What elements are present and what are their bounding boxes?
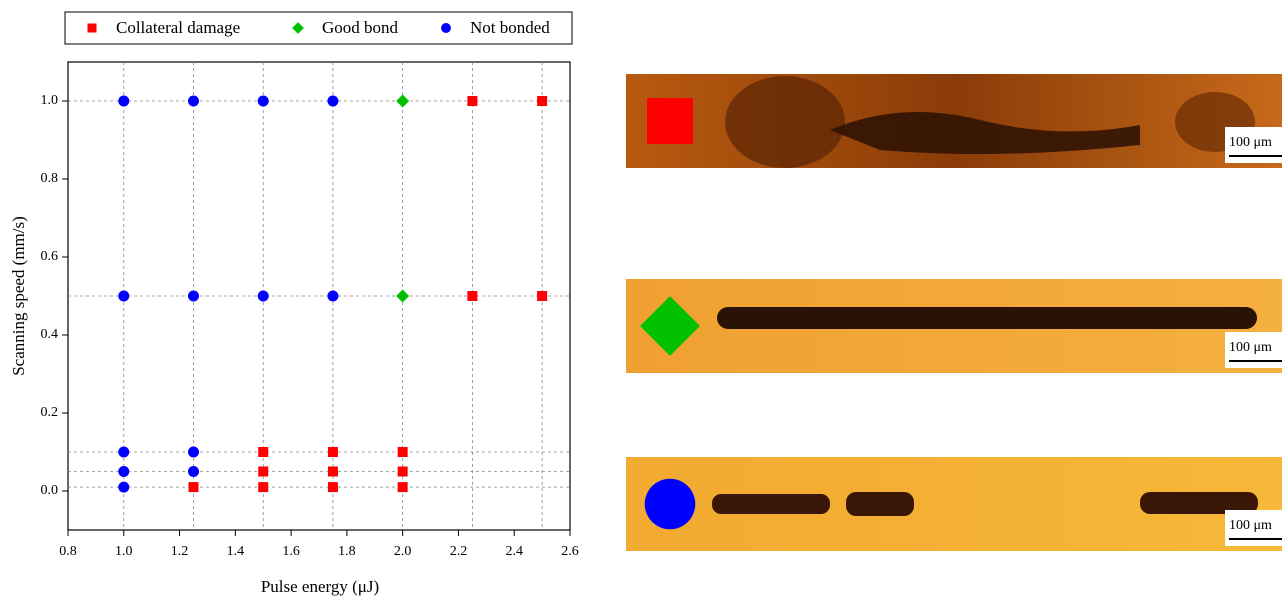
legend-label: Good bond	[322, 18, 399, 37]
scale-bar-label: 100 μm	[1229, 135, 1272, 150]
y-axis-title: Scanning speed (mm/s)	[9, 216, 28, 376]
y-tick-label: 0.4	[41, 327, 59, 342]
point	[188, 482, 199, 493]
point	[257, 95, 269, 107]
x-tick-label: 2.4	[505, 544, 523, 559]
micrograph-3	[626, 457, 1282, 551]
point	[327, 466, 338, 477]
panel-overlays: 100 μm 100 μm 100 μm	[640, 98, 1282, 546]
y-tick-label: 0.6	[41, 249, 59, 264]
scale-bar-label: 100 μm	[1229, 340, 1272, 355]
point	[258, 447, 269, 457]
point	[188, 466, 199, 477]
point	[118, 290, 130, 302]
point	[537, 291, 548, 301]
y-tick-label: 0.0	[41, 483, 59, 498]
point	[188, 290, 199, 302]
point	[118, 466, 130, 477]
point	[397, 466, 408, 477]
micrograph-1	[626, 74, 1282, 168]
scale-bar-label: 100 μm	[1229, 518, 1272, 533]
y-tick-label: 1.0	[41, 93, 59, 108]
point	[397, 447, 408, 457]
x-tick-label: 2.0	[394, 544, 412, 559]
x-tick-label: 0.8	[59, 544, 77, 559]
point	[327, 447, 338, 457]
point	[327, 482, 338, 493]
legend-marker	[292, 22, 304, 34]
legend-label: Not bonded	[470, 18, 550, 37]
point	[118, 446, 130, 458]
point	[397, 482, 408, 493]
x-tick-label: 1.4	[227, 544, 245, 559]
point	[467, 96, 478, 106]
point	[327, 95, 339, 107]
x-tick-label: 1.0	[115, 544, 133, 559]
point	[396, 289, 410, 303]
x-axis-title: Pulse energy (μJ)	[261, 577, 379, 596]
x-tick-label: 1.2	[171, 544, 189, 559]
point	[118, 95, 130, 107]
x-tick-label: 2.2	[450, 544, 468, 559]
panel-marker	[640, 296, 700, 356]
legend-box	[64, 11, 573, 45]
grid	[68, 62, 570, 530]
point	[467, 291, 478, 301]
panel-marker	[644, 478, 696, 530]
point	[188, 95, 199, 107]
point	[258, 466, 269, 477]
x-tick-label: 1.8	[338, 544, 356, 559]
legend-marker	[87, 23, 97, 33]
y-tick-label: 0.2	[41, 405, 59, 420]
point	[188, 446, 199, 458]
y-tick-label: 0.8	[41, 171, 59, 186]
point	[258, 482, 269, 493]
panel-marker	[647, 98, 693, 144]
point	[537, 96, 548, 106]
x-tick-label: 1.6	[282, 544, 300, 559]
point	[257, 290, 269, 302]
point	[396, 94, 410, 108]
legend-marker	[441, 23, 451, 33]
x-tick-label: 2.6	[561, 544, 579, 559]
legend-label: Collateral damage	[116, 18, 240, 37]
micrograph-2	[626, 279, 1282, 373]
point	[327, 290, 339, 302]
point	[118, 481, 130, 493]
